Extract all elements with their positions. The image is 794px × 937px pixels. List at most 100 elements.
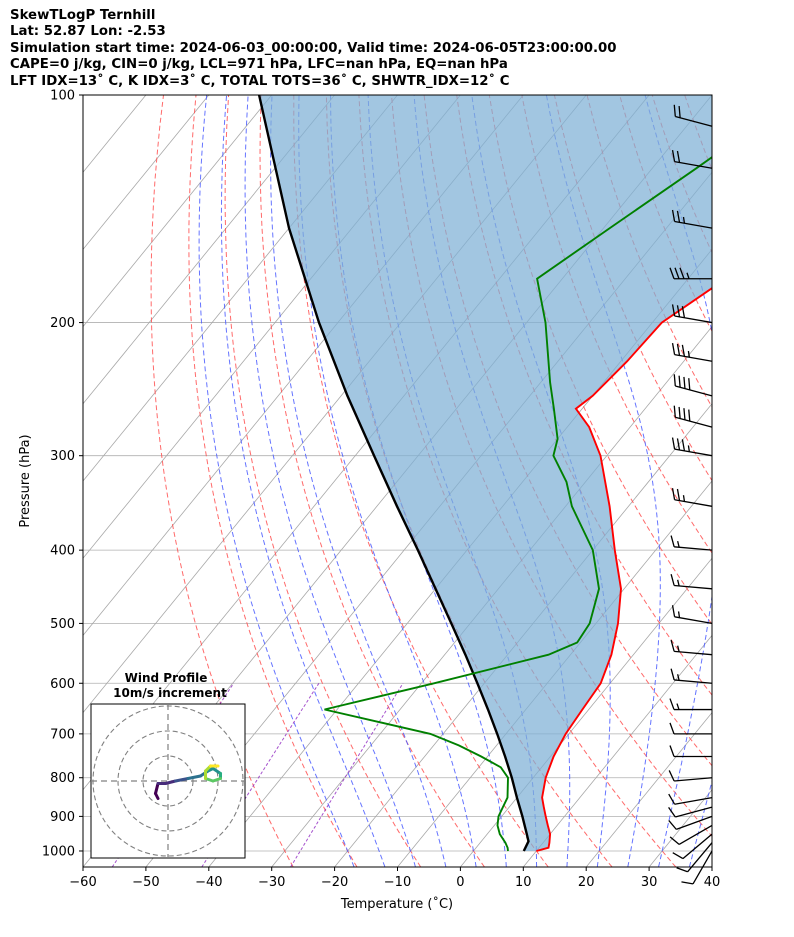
barb-flag <box>676 488 681 501</box>
barb-flag <box>673 104 676 117</box>
wind-barb <box>668 815 713 830</box>
barb-flag <box>681 306 686 318</box>
isotherm <box>83 95 273 328</box>
barb-staff <box>674 354 713 362</box>
stability-line: CAPE=0 j/kg, CIN=0 j/kg, LCL=971 hPa, LF… <box>10 57 508 73</box>
wind-barb <box>668 806 713 818</box>
wind-barb <box>672 833 713 860</box>
moist-adiabat <box>545 95 661 867</box>
barb-flag <box>681 344 686 357</box>
barb-staff <box>674 650 713 656</box>
wind-barb <box>671 437 713 457</box>
barb-flag <box>676 343 681 356</box>
wind-barbs <box>668 104 713 885</box>
barb-flag <box>669 267 675 279</box>
hodograph-title: Wind Profile <box>125 671 208 685</box>
barb-half-flag <box>687 445 690 452</box>
dewpoint-line <box>324 156 712 852</box>
wind-barb <box>670 574 713 590</box>
barb-staff <box>676 815 713 830</box>
barb-flag <box>668 820 677 830</box>
barb-flag <box>678 106 681 118</box>
isotherm <box>83 95 335 405</box>
wind-barb <box>671 343 713 362</box>
barb-flag <box>676 438 681 451</box>
chart-header: SkewTLogP Ternhill Lat: 52.87 Lon: -2.53… <box>10 8 617 90</box>
barb-flag <box>671 605 676 617</box>
barb-staff <box>674 220 713 229</box>
barb-staff <box>675 806 713 818</box>
barb-half-flag <box>676 703 680 710</box>
barb-half-flag <box>682 216 686 224</box>
barb-flag <box>670 639 675 652</box>
y-axis-label: Pressure (hPa) <box>18 434 33 527</box>
barb-half-flag <box>677 540 680 548</box>
wind-barb <box>670 535 713 551</box>
barb-half-flag <box>682 495 686 502</box>
barb-flag <box>681 439 686 451</box>
barb-staff <box>674 679 713 684</box>
barb-staff <box>674 499 713 507</box>
wind-barb <box>670 668 713 684</box>
wind-barb <box>668 793 713 805</box>
wind-barb <box>673 405 713 428</box>
barb-half-flag <box>686 272 690 279</box>
barb-flag <box>671 150 676 162</box>
y-tick-label: 1000 <box>42 844 75 859</box>
barb-staff <box>675 115 713 127</box>
dry-adiabat <box>150 95 294 867</box>
isotherm <box>460 557 712 867</box>
dry-adiabat <box>488 95 712 626</box>
barb-half-flag <box>677 579 680 587</box>
wind-barb <box>670 639 713 656</box>
barb-staff <box>674 616 713 625</box>
barb-staff <box>674 448 713 457</box>
barb-flag <box>683 408 686 420</box>
temperature-line <box>536 287 712 852</box>
isotherm <box>711 866 712 867</box>
barb-flag <box>669 836 680 845</box>
dry-adiabat <box>293 95 549 867</box>
moist-adiabat <box>270 95 447 867</box>
y-tick-label: 100 <box>50 89 75 104</box>
barb-flag <box>671 304 676 317</box>
wind-barb <box>673 104 713 127</box>
wind-barb <box>669 745 712 758</box>
y-tick-label: 700 <box>50 727 75 742</box>
y-tick-label: 400 <box>50 544 75 559</box>
hodograph-subtitle: 10m/s increment <box>113 686 227 700</box>
barb-flag <box>676 150 681 163</box>
dry-adiabat <box>224 95 422 867</box>
barb-flag <box>676 210 681 223</box>
index-line: LFT IDX=13˚ C, K IDX=3˚ C, TOTAL TOTS=36… <box>10 73 510 89</box>
chart-title: SkewTLogP Ternhill <box>10 8 156 23</box>
barb-flag <box>679 267 685 279</box>
wind-barb <box>669 267 712 280</box>
x-tick-label: −30 <box>258 875 285 890</box>
barb-half-flag <box>687 350 690 358</box>
barb-flag <box>671 343 676 355</box>
barb-flag <box>670 535 675 548</box>
isotherm <box>522 634 712 867</box>
barb-flag <box>674 267 680 279</box>
x-tick-label: −60 <box>69 875 96 890</box>
cin-shading <box>259 95 712 851</box>
plot-series <box>257 95 712 852</box>
hodograph-segment <box>211 767 222 775</box>
x-tick-label: 20 <box>578 875 595 890</box>
barb-staff <box>674 546 713 551</box>
barb-flag <box>678 375 681 388</box>
wind-barb <box>671 209 713 229</box>
wind-barb <box>669 698 712 711</box>
barb-flag <box>683 376 686 389</box>
hodograph-segment <box>154 782 160 795</box>
dry-adiabat <box>259 95 485 867</box>
barb-flag <box>668 770 675 782</box>
wind-barb <box>669 824 713 845</box>
barb-flag <box>673 374 676 387</box>
parcel-profile-line <box>257 95 530 852</box>
mixing-ratio-line <box>201 683 320 867</box>
barb-flag <box>673 405 676 418</box>
barb-staff <box>674 796 713 805</box>
